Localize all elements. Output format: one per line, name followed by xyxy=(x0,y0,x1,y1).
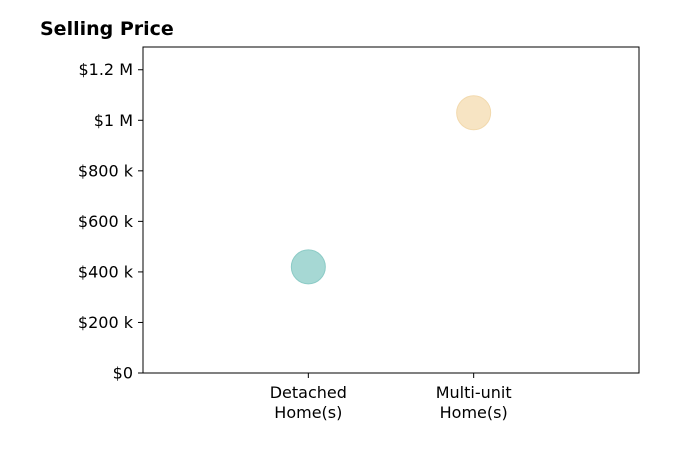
y-tick-label: $800 k xyxy=(78,161,134,180)
x-tick-label-line: Detached xyxy=(270,383,347,402)
plot-area xyxy=(142,46,640,374)
y-tick-label: $0 xyxy=(113,364,133,383)
x-tick-label: Detached Home(s) xyxy=(270,383,347,422)
data-point xyxy=(290,249,326,285)
data-point xyxy=(456,95,492,131)
x-axis: Detached Home(s)Multi-unit Home(s) xyxy=(270,373,512,422)
x-tick-label-line: Home(s) xyxy=(274,403,342,422)
data-points xyxy=(290,95,492,285)
y-axis: $0 $200 k $400 k $600 k $800 k $1 M $1.2 M xyxy=(78,60,143,383)
y-tick-label: $200 k xyxy=(78,313,134,332)
chart-title: Selling Price xyxy=(40,18,174,40)
x-tick-label-line: Multi-unit xyxy=(436,383,512,402)
x-tick-label: Multi-unit Home(s) xyxy=(436,383,512,422)
x-tick-label-line: Home(s) xyxy=(440,403,508,422)
y-tick-label: $600 k xyxy=(78,212,134,231)
y-tick-label: $1 M xyxy=(94,111,133,130)
y-tick-label: $400 k xyxy=(78,262,134,281)
y-tick-label: $1.2 M xyxy=(78,60,133,79)
